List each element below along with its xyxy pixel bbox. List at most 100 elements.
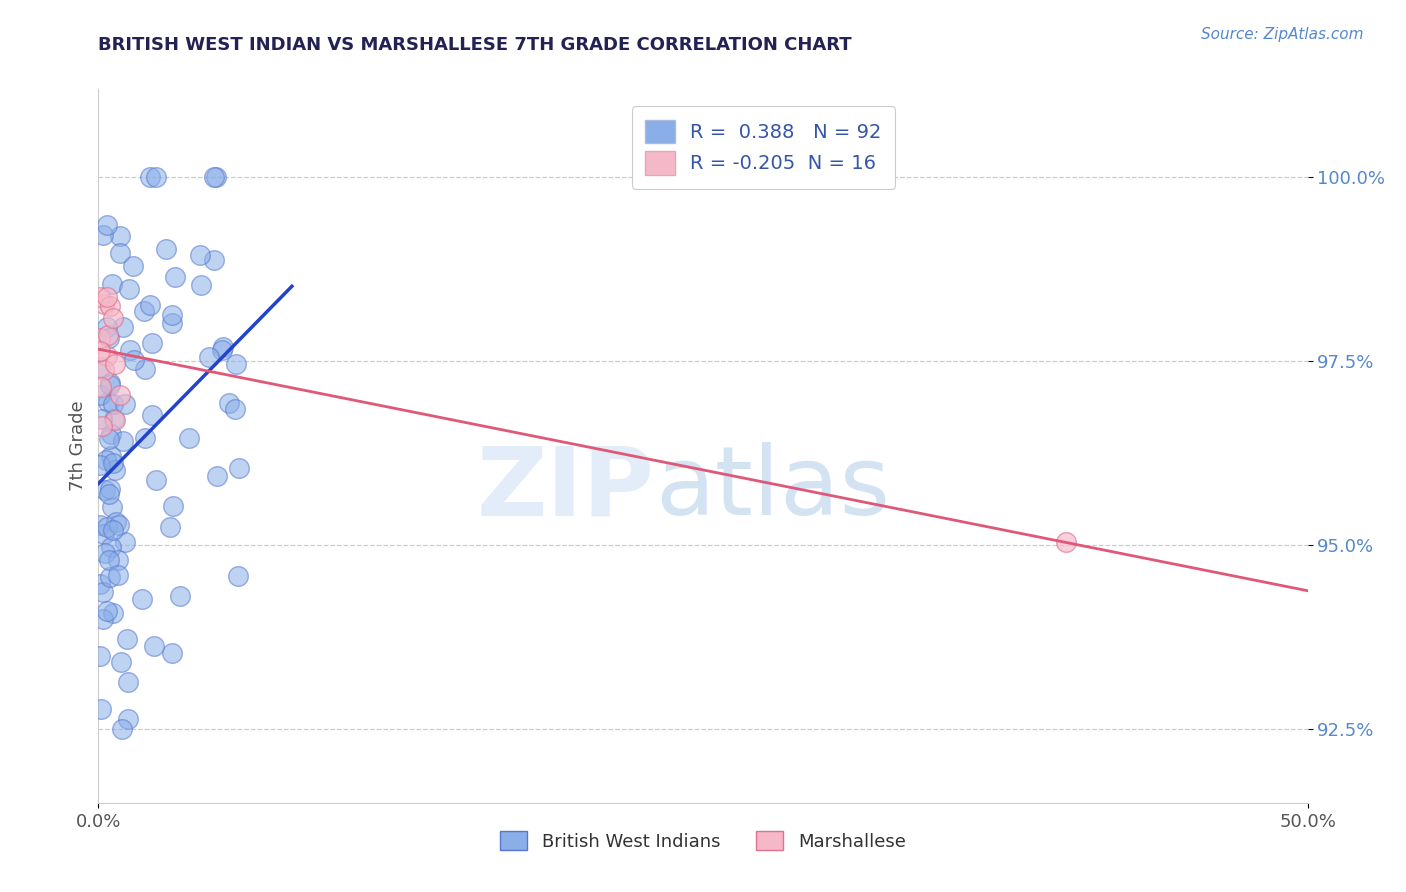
Text: atlas: atlas	[655, 442, 890, 535]
Point	[202, 170, 225, 185]
Point	[104, 412, 127, 426]
Point	[98, 376, 121, 391]
Point	[139, 170, 162, 185]
Point	[94, 452, 117, 467]
Point	[139, 298, 162, 312]
Point	[103, 311, 125, 326]
Point	[212, 341, 235, 355]
Point	[188, 248, 211, 262]
Point	[90, 380, 112, 394]
Point	[104, 357, 127, 371]
Point	[162, 316, 184, 330]
Point	[89, 577, 111, 591]
Point	[225, 357, 247, 371]
Point	[134, 304, 156, 318]
Point	[211, 343, 233, 357]
Point	[107, 567, 129, 582]
Point	[96, 218, 118, 232]
Point	[112, 319, 135, 334]
Point	[218, 395, 240, 409]
Point	[118, 282, 141, 296]
Point	[98, 378, 121, 392]
Point	[114, 397, 136, 411]
Point	[205, 469, 228, 483]
Point	[117, 675, 139, 690]
Point	[98, 570, 121, 584]
Point	[160, 308, 183, 322]
Point	[101, 523, 124, 537]
Point	[114, 535, 136, 549]
Point	[105, 515, 128, 529]
Point	[89, 649, 111, 664]
Point	[179, 431, 201, 445]
Point	[162, 499, 184, 513]
Point	[134, 431, 156, 445]
Point	[1054, 534, 1077, 549]
Point	[155, 242, 177, 256]
Point	[94, 483, 117, 497]
Point	[91, 584, 114, 599]
Point	[96, 349, 118, 363]
Point	[96, 520, 118, 534]
Point	[202, 253, 225, 268]
Point	[90, 419, 112, 434]
Point	[205, 170, 228, 185]
Point	[108, 245, 131, 260]
Point	[98, 433, 121, 447]
Text: ZIP: ZIP	[477, 442, 655, 535]
Point	[89, 344, 111, 359]
Point	[93, 546, 115, 560]
Point	[89, 290, 111, 304]
Point	[101, 277, 124, 292]
Point	[98, 299, 121, 313]
Point	[97, 395, 120, 409]
Point	[108, 517, 131, 532]
Point	[98, 482, 121, 496]
Point	[89, 331, 111, 345]
Point	[110, 229, 132, 244]
Point	[98, 331, 121, 345]
Point	[91, 228, 114, 243]
Point	[110, 655, 132, 669]
Point	[90, 702, 112, 716]
Point	[96, 290, 118, 304]
Point	[97, 553, 120, 567]
Point	[89, 359, 111, 374]
Point	[165, 269, 187, 284]
Point	[118, 343, 141, 357]
Point	[100, 449, 122, 463]
Point	[93, 297, 115, 311]
Point	[103, 411, 125, 425]
Point	[103, 606, 125, 620]
Point	[159, 520, 181, 534]
Point	[110, 388, 132, 402]
Point	[101, 397, 124, 411]
Point	[91, 412, 114, 426]
Legend: British West Indians, Marshallese: British West Indians, Marshallese	[494, 824, 912, 858]
Point	[141, 408, 163, 422]
Point	[190, 277, 212, 292]
Point	[145, 473, 167, 487]
Point	[169, 590, 191, 604]
Point	[93, 526, 115, 541]
Text: BRITISH WEST INDIAN VS MARSHALLESE 7TH GRADE CORRELATION CHART: BRITISH WEST INDIAN VS MARSHALLESE 7TH G…	[98, 36, 852, 54]
Point	[89, 388, 111, 402]
Text: Source: ZipAtlas.com: Source: ZipAtlas.com	[1201, 27, 1364, 42]
Point	[100, 427, 122, 442]
Point	[142, 639, 165, 653]
Point	[96, 320, 118, 334]
Point	[101, 500, 124, 514]
Point	[96, 604, 118, 618]
Point	[145, 170, 167, 185]
Point	[107, 553, 129, 567]
Point	[224, 402, 246, 417]
Y-axis label: 7th Grade: 7th Grade	[69, 401, 87, 491]
Point	[115, 632, 138, 646]
Point	[111, 434, 134, 448]
Point	[226, 569, 249, 583]
Point	[101, 456, 124, 470]
Point	[93, 363, 115, 377]
Point	[122, 352, 145, 367]
Point	[104, 463, 127, 477]
Point	[111, 723, 134, 737]
